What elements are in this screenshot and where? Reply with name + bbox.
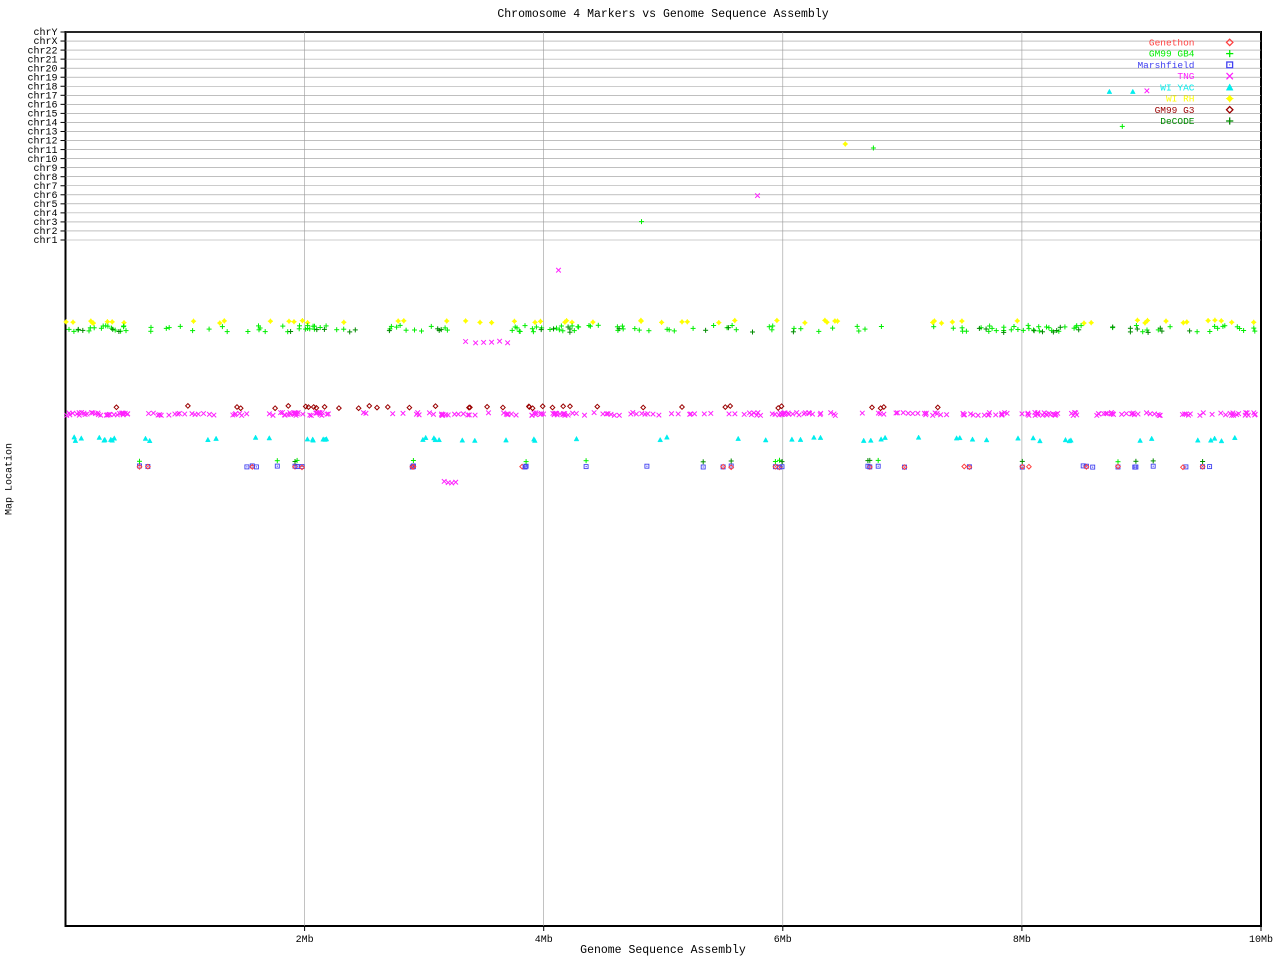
svg-text:Genethon: Genethon (1149, 37, 1195, 48)
svg-text:WI RH: WI RH (1166, 94, 1195, 105)
svg-text:Marshfield: Marshfield (1137, 60, 1194, 71)
svg-text:GM99 GB4: GM99 GB4 (1149, 49, 1195, 60)
svg-text:DeCODE: DeCODE (1160, 116, 1195, 127)
svg-text:WI YAC: WI YAC (1160, 82, 1195, 93)
svg-text:chr1: chr1 (33, 235, 57, 247)
svg-text:GM99 G3: GM99 G3 (1155, 105, 1195, 116)
svg-text:TNG: TNG (1177, 71, 1194, 82)
